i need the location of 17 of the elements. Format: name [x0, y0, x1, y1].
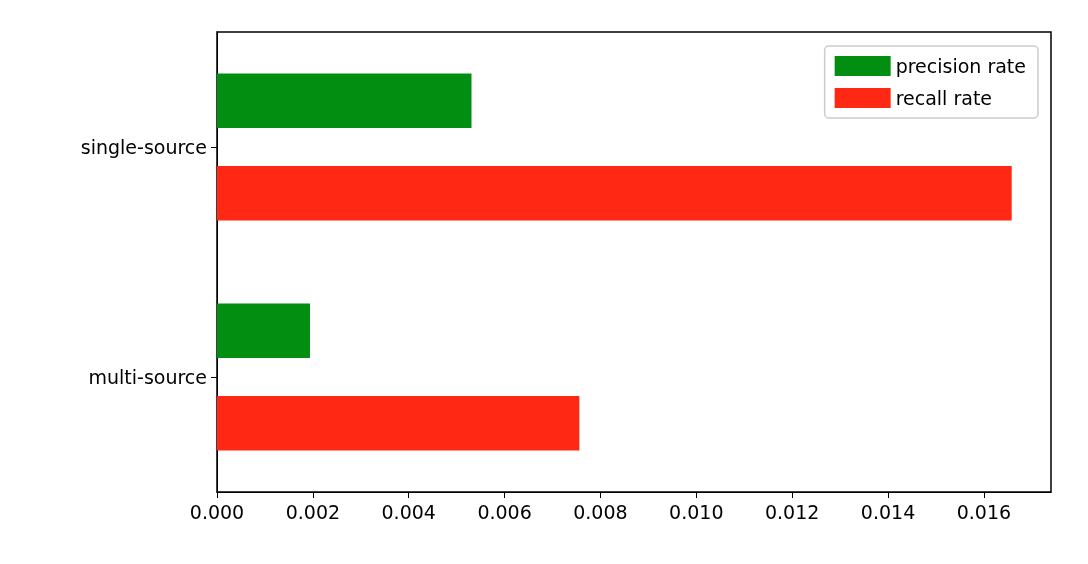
x-tick-label: 0.010 [669, 500, 724, 523]
x-tick-label: 0.008 [573, 500, 628, 523]
x-tick-label: 0.000 [189, 500, 245, 523]
x-tick-label: 0.014 [860, 500, 916, 523]
bar [217, 396, 580, 451]
legend-label: recall rate [895, 87, 993, 109]
x-tick-label: 0.016 [956, 500, 1012, 523]
y-tick-label: multi-source [88, 366, 207, 388]
bar [217, 166, 1012, 221]
bar [217, 73, 472, 128]
x-tick-label: 0.006 [477, 500, 532, 523]
x-tick-label: 0.012 [764, 500, 820, 523]
x-tick-label: 0.004 [381, 500, 436, 523]
y-tick-label: single-source [80, 136, 207, 158]
legend-label: precision rate [895, 55, 1027, 77]
bar [217, 303, 310, 358]
x-tick-label: 0.002 [285, 500, 341, 523]
